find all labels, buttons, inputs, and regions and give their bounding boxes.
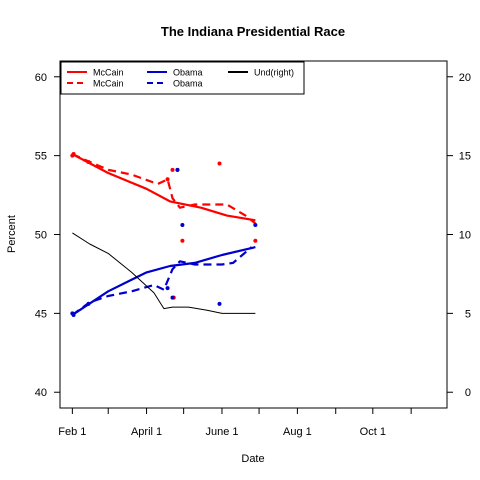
y-axis-title: Percent [6,215,18,253]
y-tick-label-right: 5 [465,308,471,320]
data-point-mccain [180,238,185,243]
legend-label: Obama [173,79,203,89]
data-point-obama [180,223,185,228]
y-tick-label-left: 60 [35,72,47,84]
x-tick-label: Feb 1 [58,426,86,438]
data-point-obama [170,295,175,300]
legend-label: McCain [93,79,124,89]
series-line-obama-solid [71,246,256,316]
x-tick-label: June 1 [205,426,238,438]
y-tick-label-right: 20 [459,72,471,84]
x-axis: Feb 1 April 1 June 1 Aug 1 Oct 1 [58,408,412,438]
plot-area-frame [59,60,448,409]
y-tick-label-right: 10 [459,230,471,242]
data-point-obama [217,301,222,306]
y-tick-label-left: 40 [35,387,47,399]
x-tick-label: Oct 1 [360,426,386,438]
series-line-und-right-solid [72,232,256,314]
y-tick-label-left: 45 [35,308,47,320]
data-point-mccain [170,167,175,172]
y-axis-right: 0 5 10 15 20 [447,72,471,399]
data-point-mccain [165,177,170,182]
data-point-mccain [217,161,222,166]
points-layer [70,152,258,317]
data-point-mccain [71,152,76,157]
series-line-obama-dashed [71,246,253,316]
y-axis-left: 40 45 50 55 60 [35,72,60,399]
legend-label: McCain [93,68,124,78]
legend-box [60,61,305,95]
y-tick-label-right: 0 [465,387,471,399]
data-point-obama [165,286,170,291]
data-point-mccain [86,159,91,164]
data-point-obama [253,223,258,228]
x-tick-label: Aug 1 [283,426,312,438]
data-point-obama [71,312,76,317]
chart-title: The Indiana Presidential Race [161,24,345,39]
data-point-mccain [253,238,258,243]
y-tick-label-left: 50 [35,230,47,242]
series-line-mccain-dashed [71,153,257,225]
x-axis-title: Date [241,453,264,465]
y-tick-label-left: 55 [35,151,47,163]
legend-label: Obama [173,68,203,78]
data-point-obama [86,301,91,306]
data-point-obama [175,167,180,172]
x-tick-label: April 1 [131,426,162,438]
series-layer [71,153,257,316]
legend-label: Und(right) [254,68,294,78]
y-tick-label-right: 15 [459,151,471,163]
series-line-mccain-solid [71,153,256,222]
